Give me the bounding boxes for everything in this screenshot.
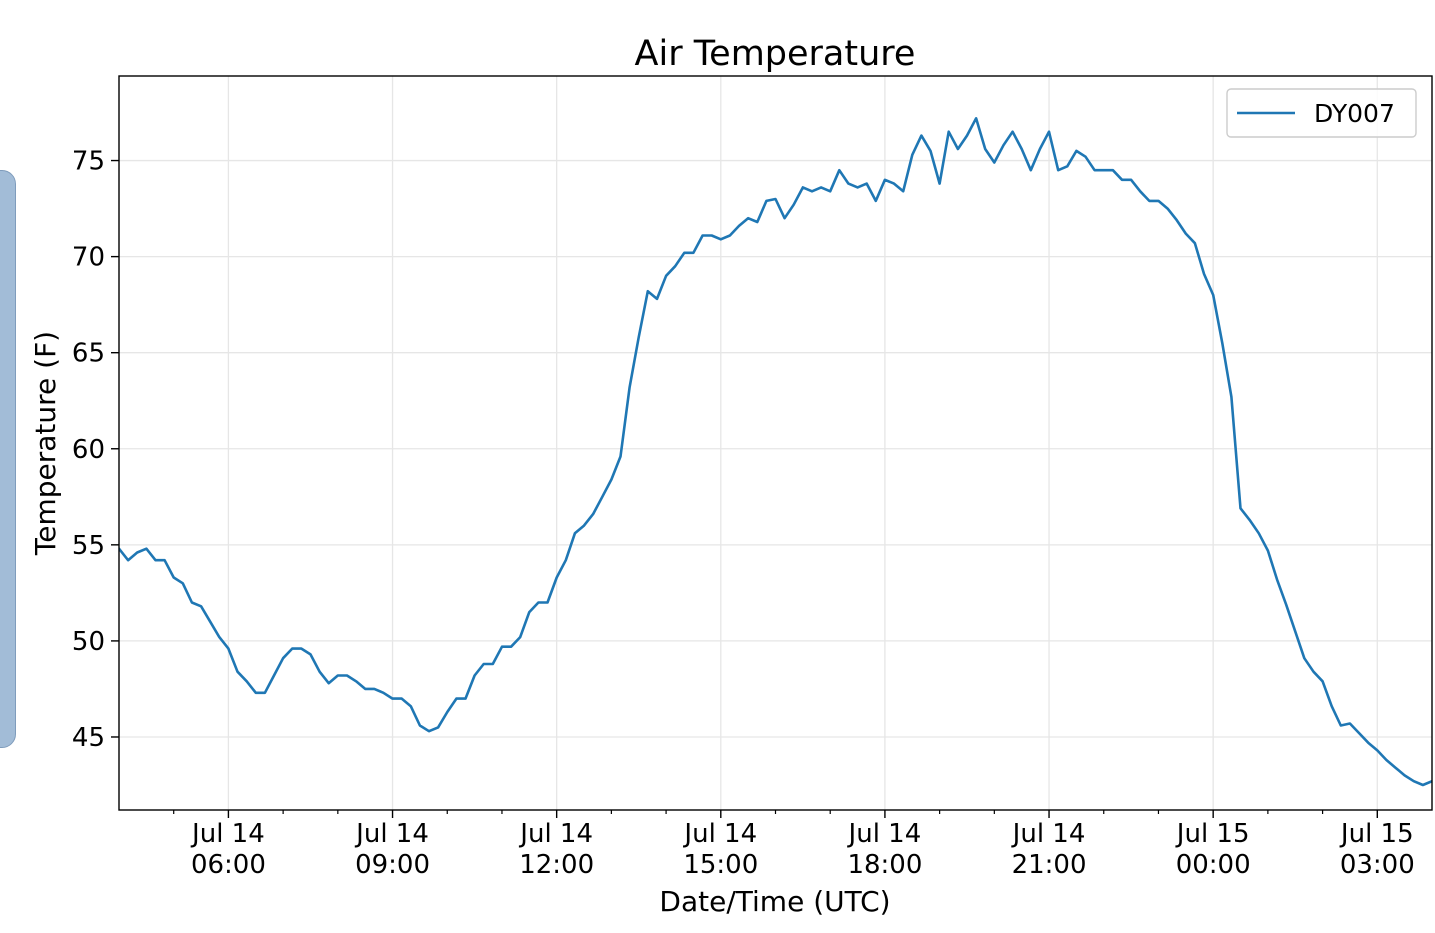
legend-box [1226,88,1417,138]
axis-ticks [111,159,1378,818]
x-axis-label: Date/Time (UTC) [659,885,890,918]
x-tick-label: 12:00 [519,850,594,880]
y-tick-label: 65 [72,339,105,369]
x-tick-label: 06:00 [191,850,266,880]
chart-title: Air Temperature [635,34,916,74]
x-tick-label: 00:00 [1176,850,1251,880]
y-tick-label: 60 [72,435,105,465]
x-tick-label: Jul 14 [847,819,922,849]
y-tick-label: 75 [72,147,105,177]
grid-lines [119,76,1432,810]
x-tick-label: 15:00 [683,850,758,880]
x-tick-label: Jul 14 [1011,819,1086,849]
y-tick-label: 45 [72,723,105,753]
y-tick-label: 50 [72,627,105,657]
x-tick-label: Jul 14 [190,819,265,849]
y-tick-label: 70 [72,243,105,273]
x-tick-label: Jul 15 [1175,819,1250,849]
y-tick-label: 55 [72,531,105,561]
series-line-dy007 [119,117,1432,787]
legend-label-dy007: DY007 [1314,99,1395,128]
x-tick-label: 09:00 [355,850,430,880]
x-tick-label: Jul 14 [518,819,593,849]
x-tick-label: 03:00 [1340,850,1415,880]
x-tick-label: Jul 15 [1339,819,1414,849]
x-tick-label: 21:00 [1012,850,1087,880]
x-tick-label: 18:00 [847,850,922,880]
legend: DY007 [1226,88,1417,138]
x-tick-label: Jul 14 [354,819,429,849]
x-tick-label: Jul 14 [682,819,757,849]
y-axis-label: Temperature (F) [29,331,62,556]
